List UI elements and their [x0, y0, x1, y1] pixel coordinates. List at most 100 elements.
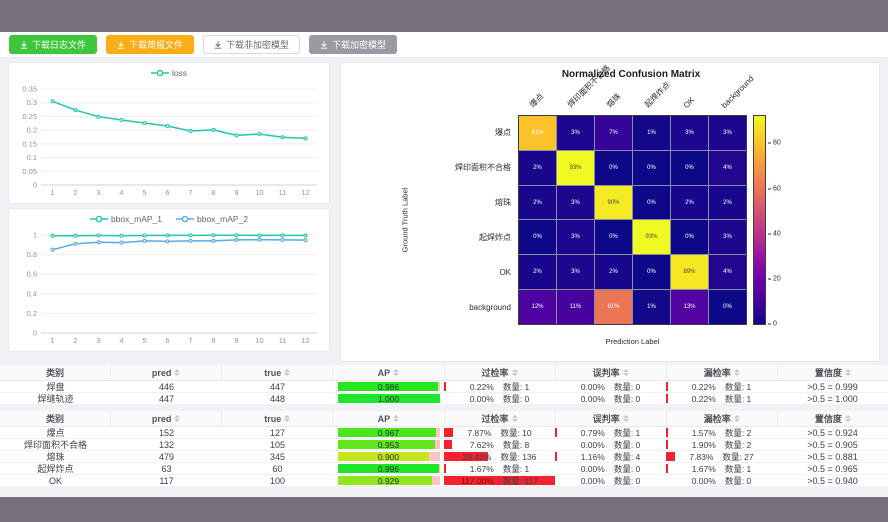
- cell-ap: 0.953: [333, 439, 444, 450]
- svg-text:0.25: 0.25: [22, 112, 37, 121]
- column-header-overkill[interactable]: 过检率: [445, 365, 556, 380]
- cell-confidence: >0.5 = 0.905: [807, 439, 858, 450]
- column-header-conf[interactable]: 置信度: [778, 365, 888, 380]
- cell-miss: 1.90% 数量: 2: [666, 439, 777, 450]
- cell-true: 447: [269, 381, 286, 392]
- download-encrypted-model-button[interactable]: 下载加密模型: [309, 35, 398, 54]
- column-header-label: 过检率: [481, 414, 509, 424]
- colorbar-tick: 20: [768, 275, 781, 282]
- cm-cell-焊印面积不合格-background: 4%: [709, 150, 746, 185]
- svg-text:1: 1: [33, 231, 37, 240]
- svg-text:4: 4: [119, 336, 123, 345]
- legend-item-bbox_mAP_2[interactable]: bbox_mAP_2: [176, 214, 248, 224]
- cell-true: 60: [272, 463, 283, 474]
- cell-true: 345: [269, 451, 286, 462]
- cell-misjudge: 0.00% 数量: 0: [555, 439, 666, 450]
- cell-misjudge: 0.00% 数量: 0: [555, 475, 666, 486]
- cell-class: 爆点: [46, 428, 65, 438]
- misjudge-bar: [555, 452, 557, 461]
- column-header-conf[interactable]: 置信度: [778, 411, 888, 426]
- column-header-overkill[interactable]: 过检率: [445, 411, 556, 426]
- sort-carets-icon: [393, 415, 400, 422]
- column-header-true[interactable]: true: [222, 411, 334, 426]
- ap-bar-fill: [337, 394, 440, 403]
- ap-bar-track: 0.967: [337, 428, 440, 438]
- cell-pred: 63: [161, 463, 172, 474]
- confusion-matrix-row-labels: 爆点 焊印面积不合格 熔珠 起焊炸点 OK background: [396, 115, 514, 325]
- column-header-label: 误判率: [592, 414, 620, 424]
- column-header-ap[interactable]: AP: [333, 411, 445, 426]
- column-header-miss[interactable]: 漏检率: [667, 365, 778, 380]
- download-icon: [20, 40, 28, 49]
- cm-row-label: 熔珠: [495, 198, 511, 207]
- ap-value: 0.900: [377, 451, 400, 462]
- cell-miss: 1.57% 数量: 2: [666, 427, 777, 438]
- download-unencrypted-model-button[interactable]: 下载非加密模型: [203, 35, 301, 54]
- cell-miss: 7.83% 数量: 27: [666, 451, 777, 462]
- ap-value: 0.929: [377, 475, 400, 486]
- column-header-misjudge[interactable]: 误判率: [556, 411, 667, 426]
- download-icon: [117, 40, 125, 49]
- sort-carets-icon: [511, 369, 518, 376]
- table-row: OK 117 100 0.929 117.00% 数量: 117 0.00% 数量: 0 0.0…: [0, 475, 888, 487]
- table-row: 焊盘 446 447 0.986 0.22% 数量: 1 0.00% 数量: 0 0.22% 数量…: [0, 381, 888, 393]
- cm-cell-熔珠-起焊炸点: 0%: [633, 185, 670, 220]
- cell-overkill: 0.22% 数量: 1: [444, 381, 555, 392]
- overkill-value: 1.67% 数量: 1: [469, 463, 530, 474]
- column-header-misjudge[interactable]: 误判率: [556, 365, 667, 380]
- cm-cell-爆点-焊印面积不合格: 3%: [557, 116, 594, 150]
- sort-carets-icon: [393, 369, 400, 376]
- column-header-label: 漏检率: [703, 368, 731, 378]
- svg-text:1: 1: [50, 188, 54, 197]
- sort-carets-icon: [622, 369, 629, 376]
- cm-cell-起焊炸点-background: 3%: [709, 220, 746, 255]
- svg-text:0.1: 0.1: [27, 153, 37, 162]
- miss-value: 1.67% 数量: 1: [691, 463, 752, 474]
- table-header-row: 类别 pred true AP 过检率 误判率 漏检率 置信度: [0, 411, 888, 427]
- cm-cell-爆点-OK: 3%: [671, 116, 708, 150]
- confusion-matrix-card: Normalized Confusion Matrix 爆点 焊印面积不合格 熔珠起…: [340, 62, 880, 362]
- cell-ap: 1.000: [333, 393, 444, 404]
- cm-cell-起焊炸点-OK: 0%: [671, 220, 708, 255]
- svg-text:6: 6: [165, 336, 169, 345]
- ap-value: 0.986: [377, 381, 400, 392]
- overkill-value: 0.22% 数量: 1: [469, 381, 530, 392]
- cm-cell-爆点-爆点: 81%: [519, 116, 556, 150]
- miss-bar: [666, 452, 675, 461]
- column-header-ap[interactable]: AP: [333, 365, 445, 380]
- cm-cell-background-background: 0%: [709, 290, 746, 324]
- overkill-value: 39.42% 数量: 136: [462, 451, 537, 462]
- column-header-cls: 类别: [0, 411, 112, 426]
- cell-miss: 0.22% 数量: 1: [666, 381, 777, 392]
- svg-text:12: 12: [301, 188, 309, 197]
- download-log-button[interactable]: 下载日志文件: [9, 35, 98, 54]
- overkill-value: 117.00% 数量: 117: [460, 475, 539, 486]
- svg-text:7: 7: [188, 336, 192, 345]
- cm-cell-background-焊印面积不合格: 11%: [557, 290, 594, 324]
- svg-text:2: 2: [73, 188, 77, 197]
- column-header-pred[interactable]: pred: [111, 365, 223, 380]
- download-report-button[interactable]: 下载简报文件: [106, 35, 195, 54]
- sort-carets-icon: [511, 415, 518, 422]
- cell-class: 起焊炸点: [37, 464, 74, 474]
- column-header-miss[interactable]: 漏检率: [667, 411, 778, 426]
- column-header-pred[interactable]: pred: [111, 411, 223, 426]
- legend-item-loss[interactable]: loss: [150, 68, 187, 78]
- button-label: 下载简报文件: [129, 40, 184, 50]
- cell-pred: 447: [158, 393, 175, 404]
- misjudge-bar: [555, 428, 557, 437]
- cell-confidence: >0.5 = 1.000: [807, 393, 858, 404]
- svg-text:3: 3: [96, 336, 100, 345]
- ap-value: 0.953: [377, 439, 400, 450]
- ap-bar-track: 0.986: [337, 381, 440, 392]
- legend-item-bbox_mAP_1[interactable]: bbox_mAP_1: [89, 214, 162, 224]
- map-chart-legend: bbox_mAP_1 bbox_mAP_2: [9, 211, 329, 227]
- cell-overkill: 7.62% 数量: 8: [444, 439, 555, 450]
- cell-true: 100: [269, 475, 286, 486]
- svg-text:7: 7: [188, 188, 192, 197]
- column-header-true[interactable]: true: [222, 365, 334, 380]
- cm-row-label: OK: [499, 268, 511, 277]
- misjudge-value: 0.00% 数量: 0: [580, 439, 641, 450]
- cell-pred: 152: [158, 427, 175, 438]
